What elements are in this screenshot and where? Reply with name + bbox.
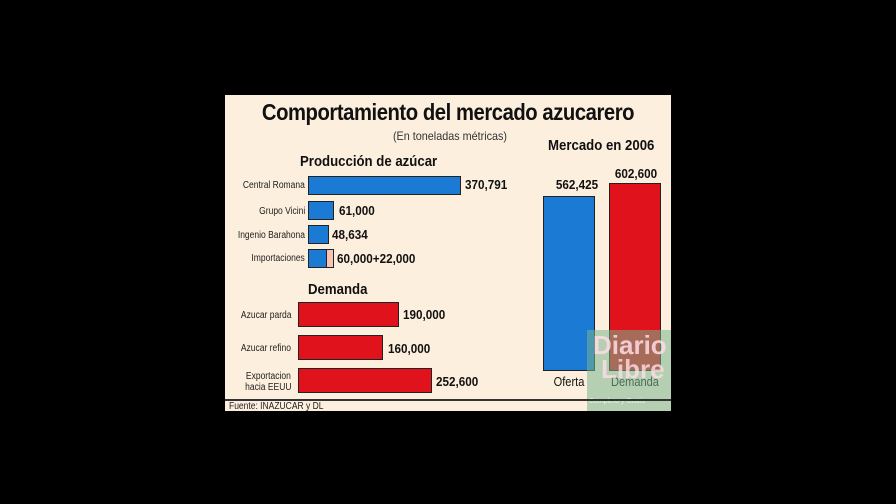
demand-label: Azucar parda	[240, 310, 291, 321]
production-label: Central Romana	[243, 180, 305, 191]
market-value-demanda: 602,600	[614, 166, 658, 181]
production-value: 61,000	[339, 203, 375, 218]
production-label: Grupo Vicini	[258, 206, 305, 217]
demand-label: Exportacion	[246, 371, 291, 382]
footer-divider	[225, 399, 671, 401]
market-label-oferta: Oferta	[553, 374, 585, 389]
chart-subtitle: (En toneladas métricas)	[392, 129, 508, 143]
production-label: Importaciones	[251, 253, 305, 264]
production-value: 60,000+22,000	[337, 251, 416, 266]
imports-extra-bar	[326, 249, 334, 268]
demand-label: Azucar refino	[240, 343, 291, 354]
production-value: 48,634	[332, 227, 368, 242]
watermark-line1: Diario	[593, 330, 667, 360]
source-note: Fuente: INAZUCAR y DL	[229, 401, 324, 412]
demand-value: 190,000	[403, 307, 446, 322]
watermark-line2: Libre	[601, 354, 665, 384]
market-bar-oferta	[543, 196, 595, 371]
production-bar	[308, 176, 461, 195]
demand-value: 160,000	[388, 341, 431, 356]
production-bar	[308, 225, 329, 244]
imports-bar	[308, 249, 326, 268]
production-bar	[308, 201, 334, 220]
market-value-oferta: 562,425	[555, 177, 599, 192]
production-value: 370,791	[465, 177, 508, 192]
demand-bar	[298, 368, 432, 393]
demand-bar	[298, 302, 399, 327]
chart-panel: Comportamiento del mercado azucarero (En…	[225, 95, 671, 412]
production-heading: Producción de azúcar	[300, 153, 438, 170]
demand-label: hacia EEUU	[244, 382, 291, 393]
demand-value: 252,600	[436, 374, 479, 389]
demand-heading: Demanda	[308, 281, 368, 298]
watermark-tagline: Completo y Gratis	[589, 398, 646, 405]
production-label: Ingenio Barahona	[237, 230, 305, 241]
market-heading: Mercado en 2006	[548, 137, 655, 154]
chart-title: Comportamiento del mercado azucarero	[261, 99, 635, 125]
demand-bar	[298, 335, 383, 360]
diario-libre-watermark: Diario Libre Completo y Gratis	[587, 330, 671, 411]
